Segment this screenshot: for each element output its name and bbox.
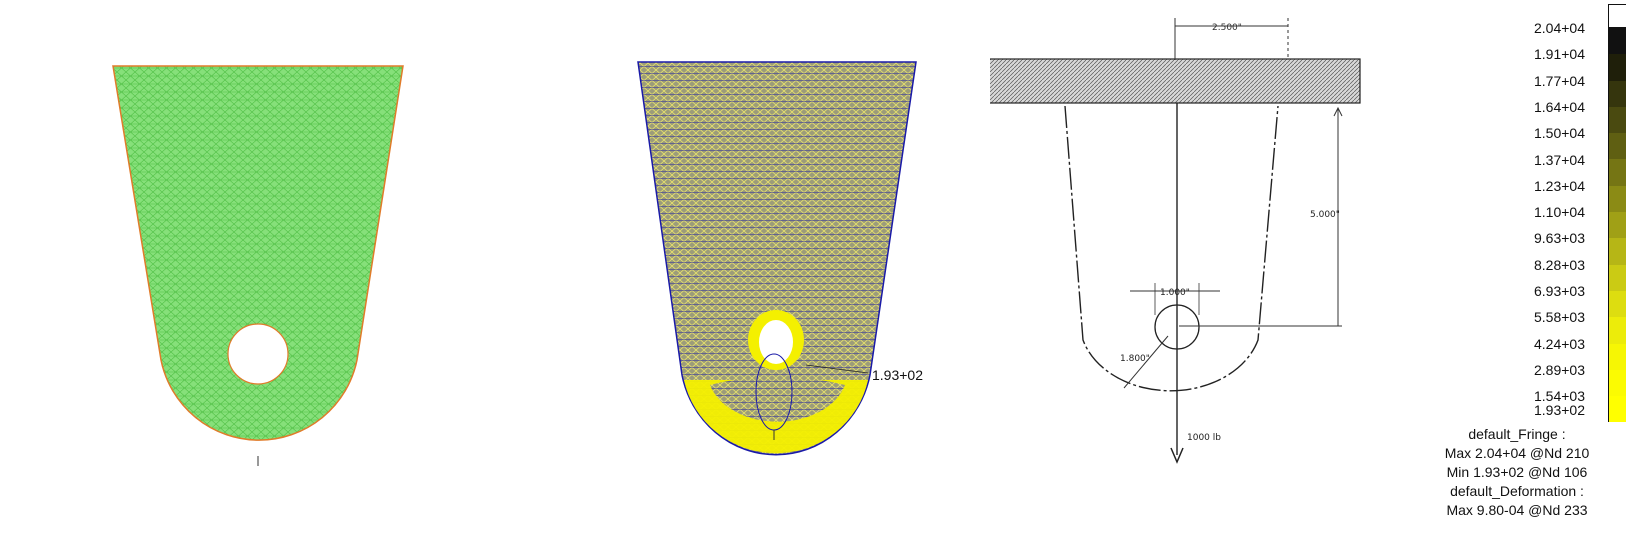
legend-label: 9.63+03 xyxy=(1534,230,1585,247)
deformation-title: default_Deformation : xyxy=(1450,483,1584,499)
mesh-plate xyxy=(112,65,404,466)
legend-swatch xyxy=(1608,343,1626,370)
legend-label: 2.89+03 xyxy=(1534,361,1585,378)
dim-hole: 1.000" xyxy=(1160,288,1190,298)
dim-radius: 1.800" xyxy=(1120,354,1150,364)
legend-swatch xyxy=(1608,159,1626,186)
fringe-hole xyxy=(759,320,793,364)
legend-swatch xyxy=(1608,106,1626,134)
lug-hole xyxy=(1154,304,1200,350)
legend-label: 6.93+03 xyxy=(1534,283,1585,299)
legend-label: 1.50+04 xyxy=(1534,125,1585,142)
legend-swatch xyxy=(1608,80,1626,107)
deformation-max: Max 9.80-04 @Nd 233 xyxy=(1446,502,1588,518)
fringe-max: Max 2.04+04 @Nd 210 xyxy=(1444,445,1590,461)
fringe-legend: 2.04+04 1.91+04 1.77+04 1.64+04 1.50+04 1.37+… xyxy=(1420,0,1626,548)
legend-swatch xyxy=(1608,28,1626,55)
legend-swatch xyxy=(1608,133,1626,160)
lug-drawing: 2.500" 1000 lb 1.000" 5.000" 1.800" xyxy=(987,18,1361,464)
legend-colorbar xyxy=(1608,4,1626,423)
drawing-panel: 2.500" 1000 lb 1.000" 5.000" 1.800" xyxy=(987,0,1410,548)
fringe-min-callout: 1.93+02 xyxy=(872,367,923,383)
mesh-panel xyxy=(0,0,560,548)
legend-label: 1.23+04 xyxy=(1534,177,1585,194)
legend-swatch xyxy=(1608,54,1626,81)
legend-label: 1.77+04 xyxy=(1534,72,1585,89)
load-label: 1000 lb xyxy=(1187,433,1221,443)
legend-label: 1.93+02 xyxy=(1534,402,1585,419)
legend-swatch xyxy=(1608,185,1626,213)
legend-label: 2.04+04 xyxy=(1534,20,1585,36)
fringe-title: default_Fringe : xyxy=(1468,426,1566,442)
legend-swatch xyxy=(1608,369,1626,397)
legend-swatch xyxy=(1608,264,1626,291)
mesh-hole xyxy=(227,323,289,385)
legend-swatch xyxy=(1608,290,1626,318)
fringe-plate: 1.93+02 xyxy=(637,61,923,456)
legend-label: 1.54+03 xyxy=(1534,388,1585,405)
dim-height: 5.000" xyxy=(1310,210,1340,220)
fringe-panel: 1.93+02 xyxy=(560,0,1000,548)
lug-outline xyxy=(1064,105,1279,392)
legend-label: 5.58+03 xyxy=(1534,309,1585,326)
legend-label: 1.37+04 xyxy=(1534,151,1585,168)
mesh-outline xyxy=(112,65,404,441)
legend-label: 4.24+03 xyxy=(1534,335,1585,352)
legend-label: 1.64+04 xyxy=(1534,98,1585,115)
dim-top: 2.500" xyxy=(1212,23,1242,33)
legend-swatch xyxy=(1608,212,1626,239)
legend-label: 1.91+04 xyxy=(1534,46,1585,63)
support-plate xyxy=(987,58,1361,104)
legend-swatch-top xyxy=(1608,4,1626,28)
legend-info: default_Fringe : Max 2.04+04 @Nd 210 Min… xyxy=(1412,425,1622,520)
legend-swatch xyxy=(1608,396,1626,423)
legend-label: 8.28+03 xyxy=(1534,256,1585,273)
legend-swatch xyxy=(1608,238,1626,265)
fringe-min: Min 1.93+02 @Nd 106 xyxy=(1446,464,1588,480)
legend-swatch xyxy=(1608,317,1626,344)
legend-label: 1.10+04 xyxy=(1534,204,1585,221)
